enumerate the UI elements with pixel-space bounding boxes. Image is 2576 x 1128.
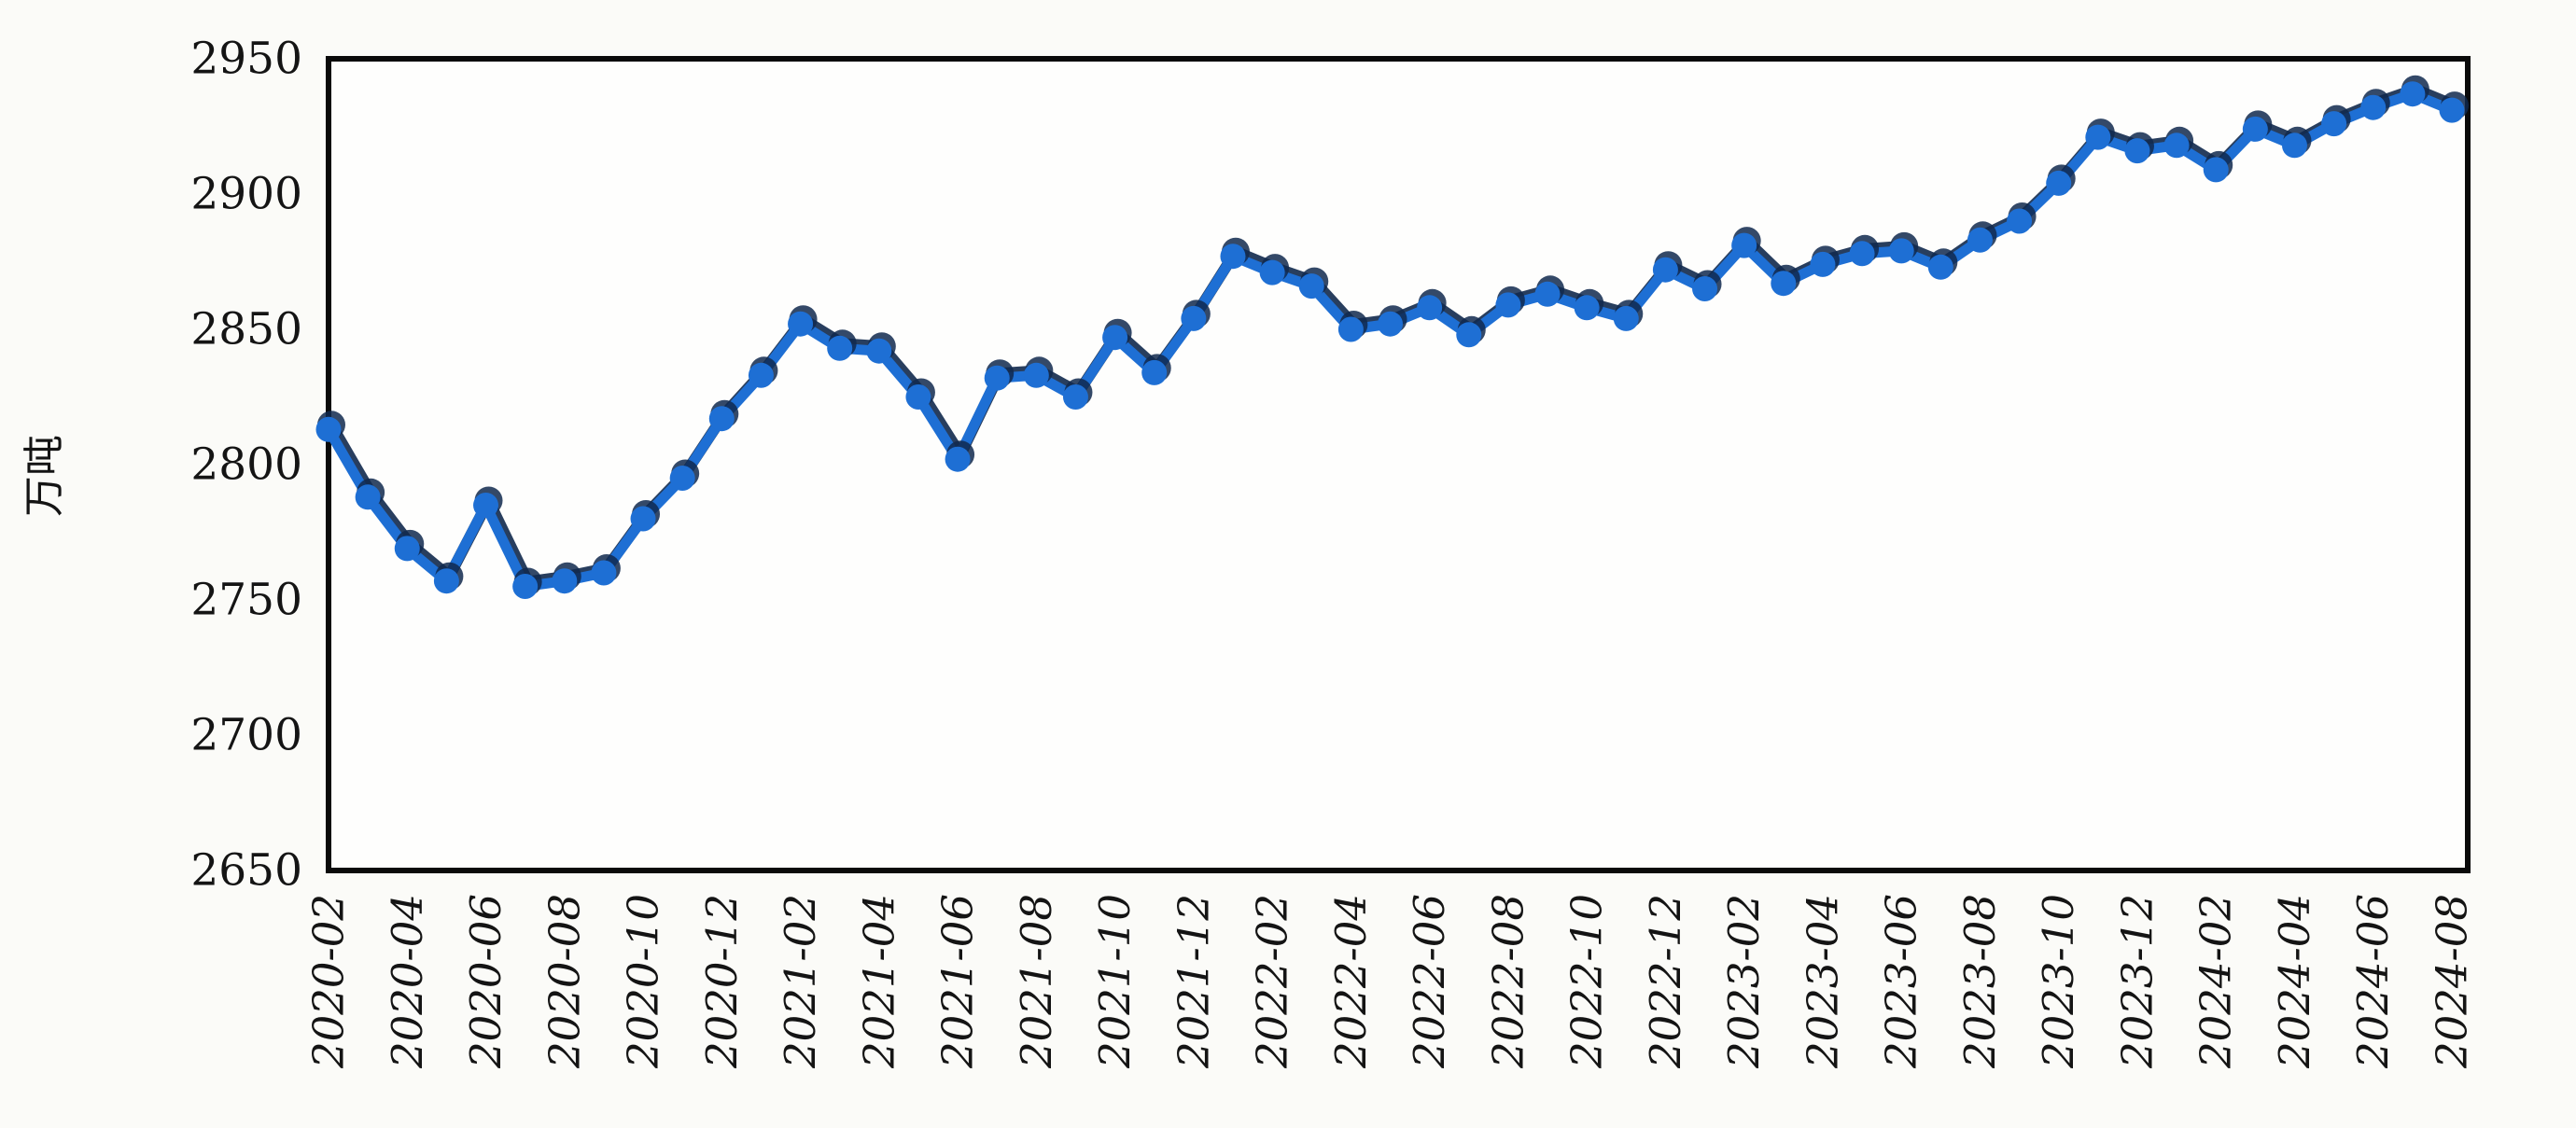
data-point[interactable] [2281,132,2307,159]
y-tick-label: 2650 [190,845,302,897]
data-point[interactable] [2163,132,2190,159]
data-point[interactable] [1062,384,1088,410]
x-tick-label: 2022-12 [1641,894,1690,1069]
data-point[interactable] [512,574,539,599]
x-tick-label: 2022-02 [1248,894,1297,1069]
data-point[interactable] [1810,251,1836,277]
x-tick-label: 2024-06 [2348,894,2398,1069]
data-point[interactable] [1337,316,1364,342]
data-point[interactable] [2046,170,2072,196]
data-point[interactable] [1181,305,1207,331]
x-tick-label: 2022-10 [1562,894,1612,1069]
data-point[interactable] [473,493,499,518]
data-point[interactable] [433,568,459,594]
data-point[interactable] [984,365,1010,391]
x-tick-label: 2022-04 [1326,894,1376,1069]
plot-border [326,56,2471,873]
data-point[interactable] [866,338,892,364]
data-point[interactable] [1495,292,1521,318]
data-point[interactable] [1220,244,1246,270]
data-point[interactable] [2439,97,2465,123]
x-tick-label: 2023-08 [1955,894,2005,1069]
x-tick-label: 2021-08 [1012,894,1061,1069]
y-tick-label: 2750 [190,575,302,626]
data-point[interactable] [2242,116,2268,142]
data-point[interactable] [2007,208,2033,234]
data-point[interactable] [1613,305,1639,331]
y-axis-title: 万吨 [21,435,68,517]
data-point[interactable] [1888,238,1914,264]
data-point[interactable] [1652,257,1678,283]
data-point[interactable] [669,466,695,491]
data-point[interactable] [708,406,735,432]
x-tick-label: 2021-02 [776,894,825,1069]
data-point[interactable] [1023,362,1049,388]
data-point[interactable] [827,335,853,361]
x-tick-label: 2020-10 [619,894,668,1069]
x-tick-label: 2022-08 [1483,894,1533,1069]
data-point[interactable] [630,506,656,532]
x-tick-label: 2020-04 [383,894,432,1069]
x-tick-label: 2021-12 [1169,894,1218,1069]
data-point[interactable] [2203,157,2229,183]
y-tick-label: 2700 [190,710,302,761]
data-point[interactable] [748,362,774,388]
x-tick-label: 2021-04 [854,894,903,1069]
data-point[interactable] [1298,273,1324,299]
data-point[interactable] [1417,295,1443,321]
data-point[interactable] [1141,359,1168,385]
data-point[interactable] [2400,81,2426,107]
data-point[interactable] [1378,311,1403,337]
data-point[interactable] [945,446,971,472]
data-point[interactable] [2124,138,2150,164]
data-point[interactable] [1849,241,1875,267]
y-tick-label: 2850 [190,304,302,355]
x-tick-label: 2023-12 [2112,894,2162,1069]
x-tick-label: 2020-08 [539,894,589,1069]
data-point[interactable] [1574,295,1600,321]
x-tick-label: 2023-02 [1719,894,1769,1069]
x-tick-label: 2022-06 [1405,894,1454,1069]
x-tick-label: 2023-06 [1877,894,1926,1069]
data-point[interactable] [1534,281,1561,307]
x-tick-label: 2024-04 [2270,894,2319,1069]
data-point[interactable] [1259,259,1285,285]
data-point[interactable] [1927,254,1953,280]
data-point[interactable] [2360,94,2387,120]
x-tick-label: 2020-02 [304,894,354,1069]
x-tick-label: 2020-12 [697,894,747,1069]
x-tick-label: 2024-08 [2428,894,2477,1069]
y-tick-label: 2950 [190,34,302,85]
x-tick-label: 2021-10 [1090,894,1140,1069]
x-tick-label: 2020-06 [461,894,511,1069]
data-point[interactable] [552,568,578,594]
x-tick-label: 2023-04 [1798,894,1847,1069]
data-point[interactable] [1731,232,1757,258]
data-point[interactable] [1692,276,1718,301]
data-point[interactable] [905,384,931,410]
data-point[interactable] [1456,322,1482,348]
data-point[interactable] [2085,124,2111,150]
x-tick-label: 2024-02 [2191,894,2241,1069]
data-point[interactable] [1771,271,1797,297]
data-point[interactable] [1102,325,1128,351]
data-point[interactable] [355,484,381,510]
plot-layer: 2650 2700 2750 2800 2850 2900 2950 2020-02 2020-… [190,34,2476,1070]
data-point[interactable] [315,416,342,442]
y-tick-label: 2900 [190,169,302,220]
x-tick-label: 2021-06 [933,894,983,1069]
data-point[interactable] [394,536,420,562]
data-point[interactable] [1967,227,1993,253]
data-point[interactable] [788,311,814,337]
x-tick-label: 2023-10 [2034,894,2083,1069]
data-point[interactable] [2321,111,2347,137]
data-point[interactable] [591,560,617,586]
y-tick-label: 2800 [190,439,302,491]
